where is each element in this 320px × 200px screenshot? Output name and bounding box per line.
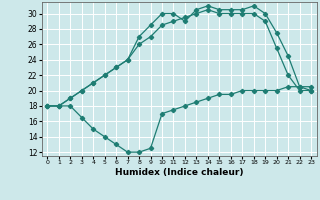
X-axis label: Humidex (Indice chaleur): Humidex (Indice chaleur) [115, 168, 244, 177]
